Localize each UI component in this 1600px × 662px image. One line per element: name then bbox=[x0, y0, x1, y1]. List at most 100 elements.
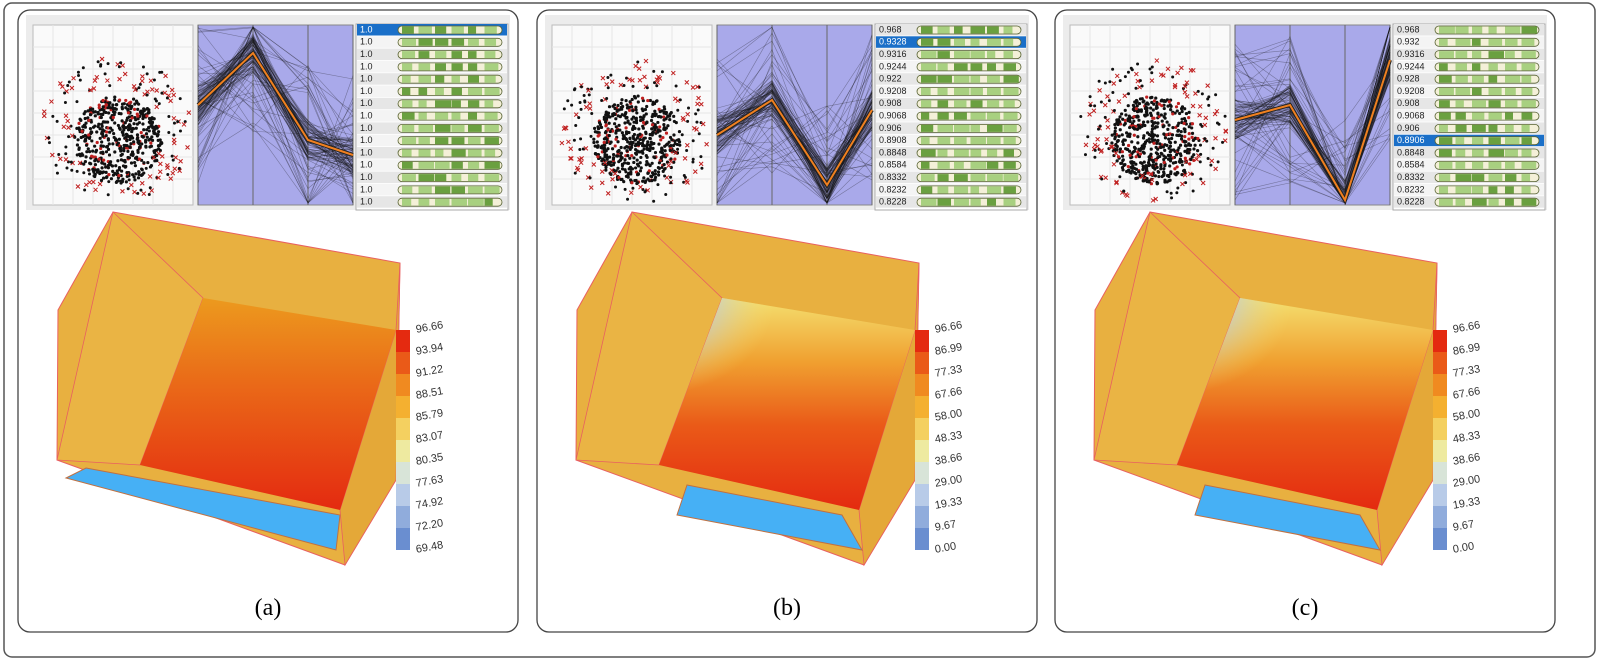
scatter-dot bbox=[628, 142, 632, 146]
pill-segment bbox=[921, 161, 930, 169]
scatter-dot bbox=[1183, 119, 1188, 123]
scatter-dot bbox=[1157, 174, 1161, 179]
pc-line bbox=[1234, 56, 1391, 183]
scatter-dot bbox=[629, 178, 633, 182]
scatter-dot bbox=[111, 169, 115, 173]
scatter-dot bbox=[1168, 164, 1172, 168]
scatter-dot bbox=[140, 142, 144, 146]
scatter-dot bbox=[126, 187, 130, 191]
scatter-dot bbox=[1150, 119, 1154, 124]
scatter-dot bbox=[96, 110, 100, 115]
scatter-cross bbox=[1135, 78, 1141, 84]
pc-highlight bbox=[197, 51, 354, 156]
scatter-dot bbox=[636, 143, 641, 147]
scatter-dot bbox=[599, 125, 604, 129]
scatter-dot bbox=[1148, 140, 1152, 144]
list-value: 0.968 bbox=[1397, 24, 1420, 34]
scatter-dot bbox=[645, 86, 649, 90]
scatter-cross bbox=[139, 78, 145, 84]
pill-segment bbox=[1505, 174, 1517, 182]
scatter-dot bbox=[1151, 108, 1155, 112]
scatter-dot bbox=[1162, 132, 1166, 136]
pill-segment bbox=[937, 38, 951, 46]
scatter-dot bbox=[167, 130, 171, 134]
scatter-dot bbox=[659, 150, 663, 154]
list-value: 0.8908 bbox=[879, 135, 907, 145]
scatter-cross bbox=[636, 66, 642, 71]
pill-segment bbox=[468, 112, 478, 120]
scatter-dot bbox=[629, 172, 633, 176]
scatter-dot bbox=[120, 152, 124, 156]
pill-segment bbox=[1505, 186, 1514, 194]
pill-segment bbox=[435, 198, 450, 206]
scatter-cross bbox=[682, 156, 688, 161]
list-value: 1.0 bbox=[360, 61, 373, 71]
pc-line bbox=[197, 26, 354, 180]
scatter-dot bbox=[620, 131, 624, 135]
pill-segment bbox=[1455, 63, 1468, 71]
pill-segment bbox=[484, 186, 500, 194]
scatter-dot bbox=[130, 116, 134, 120]
scatter-cross bbox=[159, 154, 165, 159]
scatter-dot bbox=[657, 114, 661, 119]
scatter-dot bbox=[137, 86, 141, 90]
scatter-dot bbox=[104, 170, 108, 174]
scatter-dot bbox=[608, 129, 612, 134]
colorbar-segment bbox=[915, 440, 929, 462]
pill-segment bbox=[418, 51, 430, 59]
pill-segment bbox=[484, 149, 496, 157]
pill-segment bbox=[402, 198, 412, 206]
colorbar-segment bbox=[1433, 528, 1447, 550]
scatter-cross bbox=[69, 133, 75, 139]
pill-segment bbox=[970, 26, 985, 34]
scatter-dot bbox=[1150, 71, 1154, 75]
pill-segment bbox=[435, 26, 447, 34]
pill-segment bbox=[1003, 161, 1016, 169]
pc-line bbox=[197, 35, 354, 144]
colorbar-label: 58.00 bbox=[934, 407, 963, 424]
colorbar-label: 9.67 bbox=[1452, 518, 1475, 534]
pill-segment bbox=[1472, 161, 1484, 169]
pill-segment bbox=[1003, 63, 1016, 71]
scatter-dot bbox=[677, 130, 682, 134]
pill-segment bbox=[987, 100, 1000, 108]
scatter-dot bbox=[136, 107, 140, 112]
scatter-dot bbox=[149, 141, 153, 145]
pill-segment bbox=[468, 149, 482, 157]
scatter-cross bbox=[1212, 111, 1218, 117]
colorbar-segment bbox=[1433, 374, 1447, 396]
scatter-dot bbox=[134, 172, 138, 176]
scatter-cross bbox=[170, 170, 176, 176]
scatter-dot bbox=[1111, 67, 1115, 71]
scatter-dot bbox=[120, 107, 125, 111]
pill-segment bbox=[1439, 38, 1448, 46]
scatter-dot bbox=[120, 102, 125, 106]
pc-line bbox=[716, 89, 873, 170]
scatter-dot bbox=[624, 99, 628, 103]
scatter-dot bbox=[129, 161, 134, 165]
scatter-dot bbox=[641, 124, 645, 128]
pill-segment bbox=[451, 63, 463, 71]
pill-segment bbox=[435, 174, 447, 182]
scatter-dot bbox=[1162, 98, 1166, 103]
scatter-dot bbox=[132, 140, 136, 144]
scatter-dot bbox=[620, 164, 625, 168]
scatter-dot bbox=[1118, 128, 1122, 132]
pc-line bbox=[1234, 57, 1391, 165]
scatter-cross bbox=[1197, 104, 1203, 109]
scatter-dot bbox=[152, 149, 156, 153]
scatter-dot bbox=[1120, 133, 1124, 137]
scatter-dot bbox=[1127, 132, 1131, 136]
pc-line bbox=[716, 79, 873, 171]
scatter-dot bbox=[116, 123, 120, 128]
scatter-dot bbox=[622, 180, 626, 184]
cold-region bbox=[1177, 298, 1433, 510]
pc-line bbox=[1234, 26, 1391, 177]
scatter-dot bbox=[104, 165, 108, 169]
scatter-cross bbox=[1109, 144, 1115, 150]
scatter-dot bbox=[133, 102, 137, 106]
scatter-dot bbox=[626, 140, 630, 144]
pc-line bbox=[1234, 134, 1391, 195]
scatter-dot bbox=[624, 126, 628, 130]
pill-segment bbox=[987, 112, 1001, 120]
